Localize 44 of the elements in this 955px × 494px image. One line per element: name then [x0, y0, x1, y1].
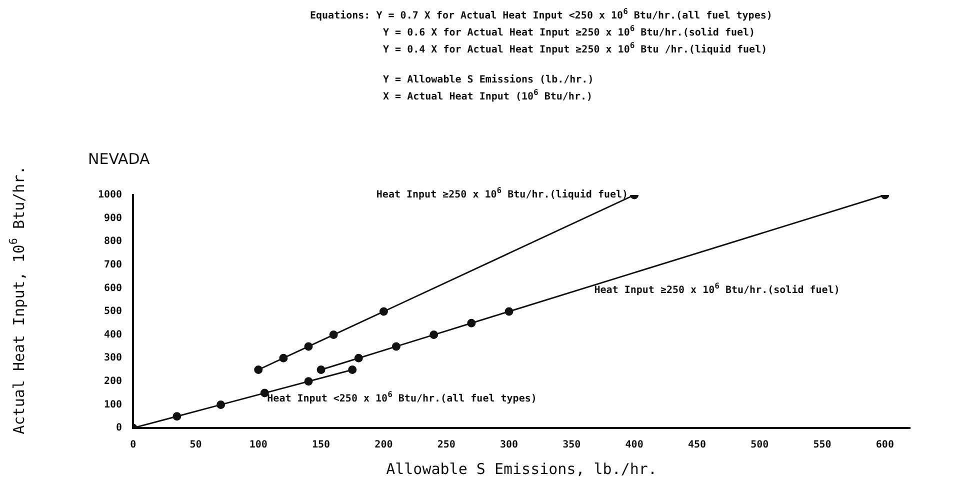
point — [354, 354, 363, 362]
x-tick-label: 50 — [190, 440, 202, 451]
x-tick-label: 250 — [437, 440, 456, 451]
point — [254, 366, 263, 374]
y-tick-label: 100 — [104, 399, 122, 410]
y-tick-label: 300 — [104, 352, 122, 364]
point — [329, 330, 338, 340]
point — [304, 342, 313, 351]
point — [279, 354, 288, 362]
x-tick-label: 350 — [562, 440, 581, 451]
y-tick-label: 200 — [104, 376, 122, 387]
chart-title: NEVADA — [88, 150, 151, 168]
x-tick-label: 100 — [249, 440, 268, 451]
x-tick-label: 500 — [750, 440, 769, 451]
point — [467, 318, 476, 328]
x-tick-label: 550 — [813, 440, 832, 451]
x-axis-title: Allowable S Emissions, lb./hr. — [386, 460, 658, 478]
point — [304, 377, 313, 386]
y-axis-title: Actual Heat Input, 106 Btu/hr. — [6, 166, 28, 434]
point — [216, 400, 226, 409]
point — [260, 388, 269, 398]
x-tick-label: 400 — [625, 440, 644, 451]
y-tick-label: 0 — [116, 422, 122, 434]
y-tick-label: 700 — [104, 259, 122, 270]
point — [379, 307, 388, 316]
x-tick-label: 300 — [500, 440, 518, 451]
point — [316, 366, 326, 374]
x-tick-label: 150 — [312, 440, 330, 451]
point — [172, 412, 182, 421]
point — [348, 366, 357, 374]
y-tick-label: 500 — [104, 306, 122, 318]
y-tick-label: 600 — [104, 282, 122, 294]
x-tick-label: 200 — [374, 440, 393, 451]
x-tick-label: 0 — [130, 440, 136, 451]
x-tick-label: 600 — [876, 440, 894, 451]
point — [504, 307, 514, 316]
point — [430, 330, 438, 340]
point — [392, 342, 400, 351]
x-tick-label: 450 — [688, 440, 706, 451]
text: Y = Allowable S Emissions (lb./hr.) — [383, 74, 594, 86]
y-tick-label: 400 — [104, 329, 122, 340]
y-tick-label: 900 — [104, 212, 122, 224]
y-tick-label: 800 — [104, 236, 122, 248]
y-tick-label: 1000 — [98, 190, 122, 201]
